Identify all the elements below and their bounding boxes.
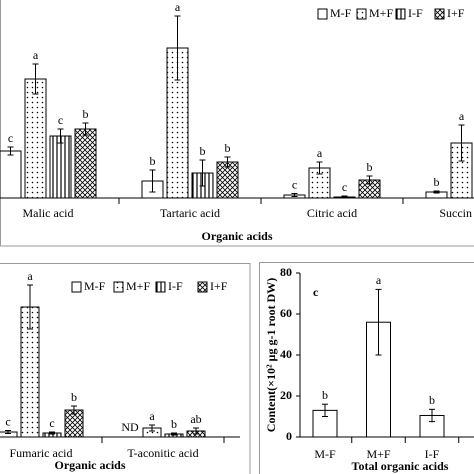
- significance-letter: c: [342, 180, 347, 194]
- significance-letter: a: [175, 0, 181, 14]
- significance-letter: b: [322, 388, 328, 402]
- bar: [74, 128, 97, 199]
- bar: [49, 135, 72, 199]
- y-tick-label: 0: [286, 429, 292, 443]
- y-tick-label: 40: [280, 347, 292, 361]
- significance-letter: c: [5, 414, 10, 428]
- bar: [0, 150, 22, 199]
- significance-letter: a: [33, 48, 39, 62]
- significance-letter: a: [317, 146, 323, 160]
- significance-letter: a: [27, 269, 33, 283]
- significance-letter: c: [292, 177, 297, 191]
- x-axis-title: Organic acids: [55, 458, 126, 472]
- legend-swatch: [155, 281, 166, 293]
- y-axis-title: Content(×10² µg g-1 root DW): [264, 278, 278, 432]
- x-tick-label: Succin: [439, 206, 472, 220]
- x-tick-label: Fumaric acid: [10, 446, 73, 460]
- legend-swatch: [317, 8, 328, 20]
- x-tick-label: Malic acid: [23, 206, 74, 220]
- significance-letter: c: [8, 131, 13, 145]
- panel-frame: [0, 0, 474, 247]
- bar: [24, 78, 47, 199]
- legend-label: I-F: [408, 6, 423, 20]
- legend-swatch: [197, 281, 208, 293]
- legend-label: M-F: [84, 279, 106, 293]
- legend-label: I+F: [210, 279, 228, 293]
- legend-label: M+F: [126, 279, 150, 293]
- significance-letter: ND: [121, 420, 139, 434]
- significance-letter: b: [434, 175, 440, 189]
- legend-swatch: [71, 281, 82, 293]
- legend-label: M+F: [369, 6, 393, 20]
- x-axis-title: Total organic acids: [352, 459, 449, 473]
- legend-label: I+F: [447, 6, 465, 20]
- significance-letter: a: [459, 109, 465, 123]
- panel-label: c: [313, 285, 319, 299]
- y-tick-label: 20: [280, 388, 292, 402]
- legend-swatch: [113, 281, 124, 293]
- panel-frame: [0, 263, 251, 474]
- y-tick-label: 80: [280, 265, 292, 279]
- legend-label: M-F: [330, 6, 352, 20]
- significance-letter: a: [149, 409, 155, 423]
- significance-letter: ab: [190, 412, 201, 426]
- significance-letter: b: [150, 154, 156, 168]
- significance-letter: b: [71, 390, 77, 404]
- legend-swatch: [356, 8, 367, 20]
- significance-letter: b: [83, 107, 89, 121]
- significance-letter: b: [200, 144, 206, 158]
- significance-letter: c: [49, 416, 54, 430]
- legend-swatch: [395, 8, 406, 20]
- y-tick-label: 60: [280, 306, 292, 320]
- x-tick-label: Citric acid: [307, 206, 357, 220]
- significance-letter: b: [225, 141, 231, 155]
- x-tick-label: T-aconitic acid: [127, 446, 198, 460]
- x-tick-label: M-F: [314, 447, 336, 461]
- significance-letter: b: [367, 160, 373, 174]
- x-tick-label: Tartaric acid: [160, 206, 220, 220]
- significance-letter: b: [171, 417, 177, 431]
- legend-label: I-F: [168, 279, 183, 293]
- x-tick-label: M+F: [366, 447, 390, 461]
- legend-swatch: [434, 8, 445, 20]
- significance-letter: b: [429, 393, 435, 407]
- significance-letter: c: [58, 113, 63, 127]
- panel-frame: [259, 262, 474, 474]
- x-tick-label: I-F: [425, 447, 440, 461]
- significance-letter: a: [376, 273, 382, 287]
- x-axis-title: Organic acids: [202, 229, 273, 243]
